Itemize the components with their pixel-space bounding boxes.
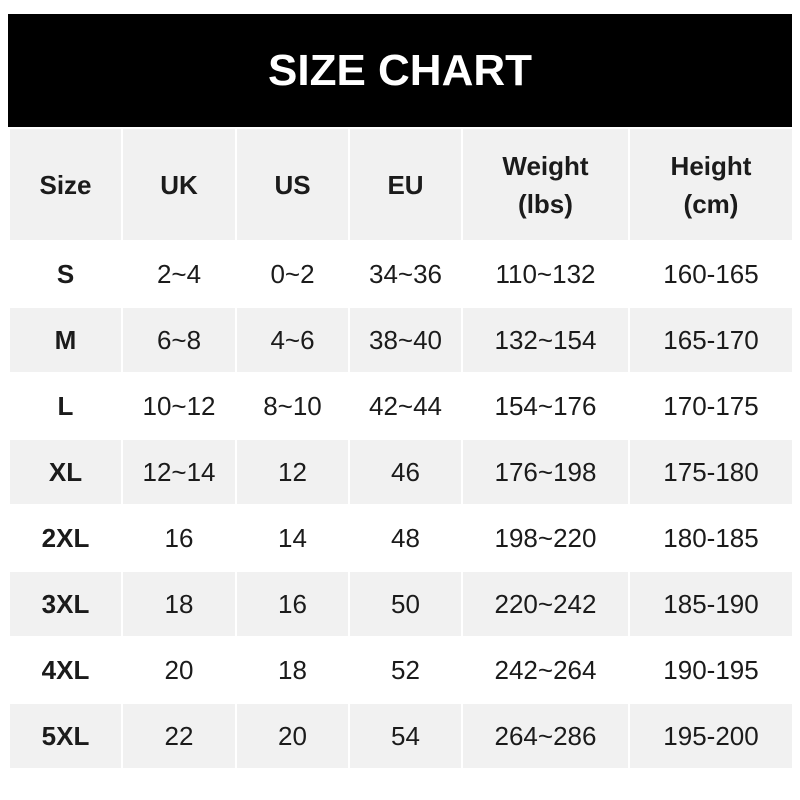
size-cell: S xyxy=(8,240,123,308)
table-row: 5XL 22 20 54 264~286 195-200 xyxy=(8,702,794,770)
column-header-line: Weight xyxy=(502,150,589,181)
value-cell: 8~10 xyxy=(235,372,350,440)
size-table: Size UK US EU Weight (lbs) Height (cm) S 2~4 0~2 3… xyxy=(8,127,794,770)
column-header: Weight (lbs) xyxy=(461,127,630,242)
value-cell: 18 xyxy=(121,570,237,638)
column-header: UK xyxy=(121,127,237,242)
value-cell: 180-185 xyxy=(628,504,794,572)
column-header: Height (cm) xyxy=(628,127,794,242)
value-cell: 198~220 xyxy=(461,504,630,572)
value-cell: 160-165 xyxy=(628,240,794,308)
value-cell: 20 xyxy=(121,636,237,704)
value-cell: 175-180 xyxy=(628,438,794,506)
column-header: EU xyxy=(348,127,463,242)
column-header-line: EU xyxy=(387,169,424,200)
value-cell: 16 xyxy=(235,570,350,638)
value-cell: 165-170 xyxy=(628,306,794,374)
value-cell: 48 xyxy=(348,504,463,572)
value-cell: 176~198 xyxy=(461,438,630,506)
size-cell: 3XL xyxy=(8,570,123,638)
value-cell: 0~2 xyxy=(235,240,350,308)
value-cell: 190-195 xyxy=(628,636,794,704)
value-cell: 12 xyxy=(235,438,350,506)
header-row: Size UK US EU Weight (lbs) Height (cm) xyxy=(8,127,794,242)
value-cell: 16 xyxy=(121,504,237,572)
table-row: M 6~8 4~6 38~40 132~154 165-170 xyxy=(8,306,794,374)
value-cell: 4~6 xyxy=(235,306,350,374)
table-row: 3XL 18 16 50 220~242 185-190 xyxy=(8,570,794,638)
column-header-line: (cm) xyxy=(683,188,739,219)
column-header-line: Height xyxy=(670,150,752,181)
value-cell: 18 xyxy=(235,636,350,704)
value-cell: 20 xyxy=(235,702,350,770)
size-cell: M xyxy=(8,306,123,374)
value-cell: 54 xyxy=(348,702,463,770)
table-row: 2XL 16 14 48 198~220 180-185 xyxy=(8,504,794,572)
table-row: XL 12~14 12 46 176~198 175-180 xyxy=(8,438,794,506)
size-cell: 5XL xyxy=(8,702,123,770)
size-cell: 4XL xyxy=(8,636,123,704)
table-row: L 10~12 8~10 42~44 154~176 170-175 xyxy=(8,372,794,440)
value-cell: 2~4 xyxy=(121,240,237,308)
value-cell: 42~44 xyxy=(348,372,463,440)
value-cell: 12~14 xyxy=(121,438,237,506)
size-cell: L xyxy=(8,372,123,440)
value-cell: 34~36 xyxy=(348,240,463,308)
size-cell: 2XL xyxy=(8,504,123,572)
size-cell: XL xyxy=(8,438,123,506)
column-header: Size xyxy=(8,127,123,242)
value-cell: 154~176 xyxy=(461,372,630,440)
value-cell: 110~132 xyxy=(461,240,630,308)
table-row: S 2~4 0~2 34~36 110~132 160-165 xyxy=(8,240,794,308)
value-cell: 220~242 xyxy=(461,570,630,638)
value-cell: 10~12 xyxy=(121,372,237,440)
value-cell: 46 xyxy=(348,438,463,506)
value-cell: 264~286 xyxy=(461,702,630,770)
size-chart-title: SIZE CHART xyxy=(8,14,792,127)
value-cell: 52 xyxy=(348,636,463,704)
value-cell: 50 xyxy=(348,570,463,638)
column-header-line: (lbs) xyxy=(518,188,573,219)
value-cell: 38~40 xyxy=(348,306,463,374)
value-cell: 170-175 xyxy=(628,372,794,440)
column-header-line: UK xyxy=(160,169,198,200)
column-header-line: US xyxy=(274,169,311,200)
value-cell: 195-200 xyxy=(628,702,794,770)
column-header: US xyxy=(235,127,350,242)
value-cell: 22 xyxy=(121,702,237,770)
value-cell: 6~8 xyxy=(121,306,237,374)
value-cell: 242~264 xyxy=(461,636,630,704)
table-row: 4XL 20 18 52 242~264 190-195 xyxy=(8,636,794,704)
value-cell: 14 xyxy=(235,504,350,572)
column-header-line: Size xyxy=(39,169,92,200)
value-cell: 185-190 xyxy=(628,570,794,638)
value-cell: 132~154 xyxy=(461,306,630,374)
